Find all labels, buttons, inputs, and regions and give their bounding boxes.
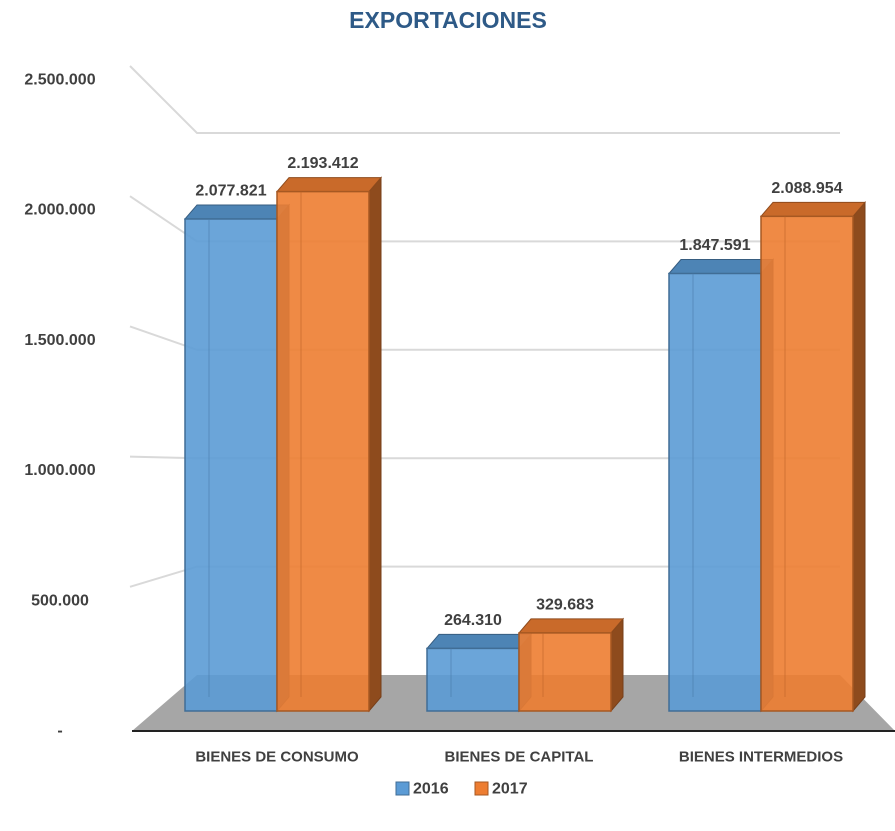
- bar: [184, 218, 278, 712]
- y-tick-label: 2.500.000: [24, 72, 95, 89]
- chart-title: EXPORTACIONES: [349, 7, 547, 33]
- bar-top: [425, 633, 533, 649]
- data-label: 2.077.821: [195, 182, 266, 199]
- bar: [760, 215, 854, 712]
- data-label: 2.088.954: [771, 180, 842, 197]
- y-tick-label: 2.000.000: [24, 202, 95, 219]
- bar: [518, 632, 612, 712]
- bar: [668, 272, 762, 712]
- bar-side: [852, 200, 866, 713]
- bar: [426, 647, 520, 712]
- y-tick-label: 1.000.000: [24, 462, 95, 479]
- legend-swatch: [474, 781, 489, 796]
- bar-side: [610, 617, 624, 713]
- bar-top: [759, 201, 867, 217]
- y-tick-label: -: [57, 723, 62, 740]
- x-tick-label: BIENES DE CONSUMO: [195, 749, 359, 766]
- bar-top: [183, 204, 291, 220]
- y-tick-label: 500.000: [31, 592, 89, 609]
- grid-line: [129, 65, 840, 134]
- data-label: 264.310: [444, 612, 502, 629]
- bar-top: [275, 177, 383, 193]
- bar: [276, 190, 370, 712]
- data-label: 329.683: [536, 596, 594, 613]
- data-label: 1.847.591: [679, 237, 750, 254]
- bar-top: [667, 258, 775, 274]
- data-label: 2.193.412: [287, 155, 358, 172]
- bar-side: [368, 176, 382, 713]
- x-tick-label: BIENES INTERMEDIOS: [679, 749, 843, 766]
- legend-label: 2016: [413, 781, 449, 798]
- x-tick-label: BIENES DE CAPITAL: [445, 749, 594, 766]
- legend-label: 2017: [492, 781, 528, 798]
- legend-swatch: [395, 781, 410, 796]
- y-tick-label: 1.500.000: [24, 332, 95, 349]
- bar-top: [517, 618, 625, 634]
